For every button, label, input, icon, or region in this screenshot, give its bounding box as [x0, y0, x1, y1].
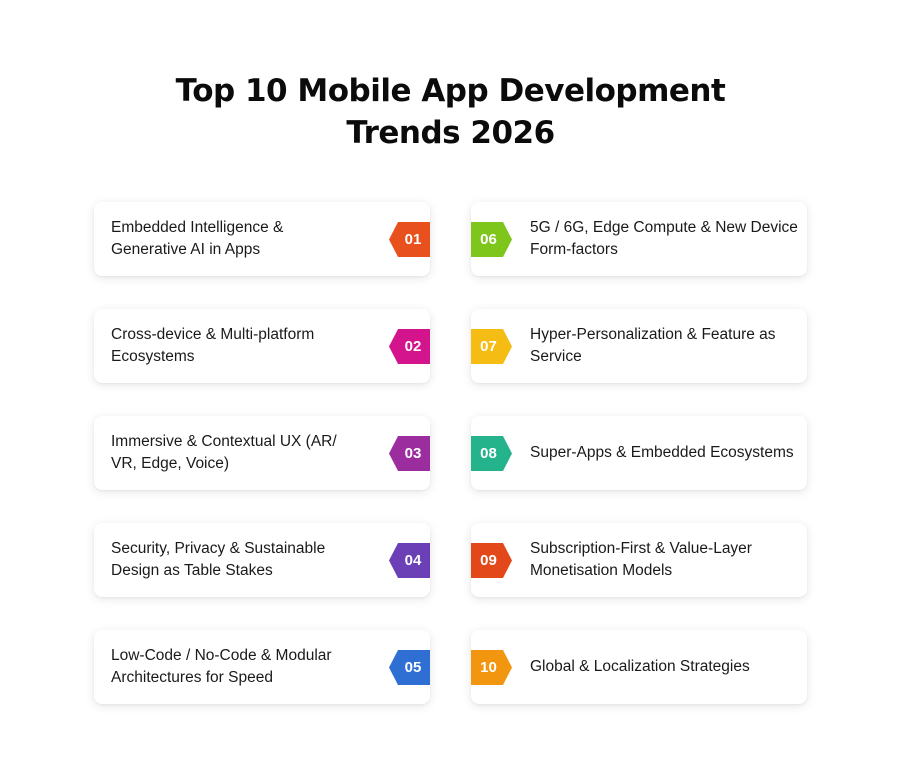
trend-card-04: Security, Privacy & Sustainable Design a… [94, 523, 430, 597]
trend-card-02-text: Cross-device & Multi-platform Ecosystems [111, 326, 315, 365]
trend-card-03: Immersive & Contextual UX (AR/ VR, Edge,… [94, 416, 430, 490]
trend-card-05-text: Low-Code / No-Code & Modular Architectur… [111, 647, 332, 686]
trend-card-08: 08 Super-Apps & Embedded Ecosystems [471, 416, 807, 490]
trend-card-10-badge: 10 [471, 650, 512, 685]
trend-card-04-text: Security, Privacy & Sustainable Design a… [111, 540, 326, 579]
trend-card-07: 07 Hyper-Personalization & Feature as Se… [471, 309, 807, 383]
trend-card-02-badge: 02 [389, 329, 430, 364]
trend-card-05-badge: 05 [389, 650, 430, 685]
trend-card-10: 10 Global & Localization Strategies [471, 630, 807, 704]
trend-card-05: Low-Code / No-Code & Modular Architectur… [94, 630, 430, 704]
trend-card-08-text: Super-Apps & Embedded Ecosystems [530, 444, 794, 461]
trend-card-06: 06 5G / 6G, Edge Compute & New Device Fo… [471, 202, 807, 276]
page-title-line-2: Trends 2026 [346, 115, 555, 151]
page-title-line-1: Top 10 Mobile App Development [175, 73, 726, 109]
trend-card-10-text: Global & Localization Strategies [530, 658, 750, 675]
trend-card-08-badge: 08 [471, 436, 512, 471]
page-title: Top 10 Mobile App Development Trends 202… [0, 70, 901, 154]
trend-card-03-text: Immersive & Contextual UX (AR/ VR, Edge,… [111, 433, 337, 472]
trend-card-09: 09 Subscription-First & Value-Layer Mone… [471, 523, 807, 597]
trend-card-09-text: Subscription-First & Value-Layer Monetis… [530, 540, 752, 579]
trend-card-06-text: 5G / 6G, Edge Compute & New Device Form-… [530, 219, 798, 258]
trend-card-02: Cross-device & Multi-platform Ecosystems… [94, 309, 430, 383]
trend-card-01: Embedded Intelligence & Generative AI in… [94, 202, 430, 276]
trend-card-06-badge: 06 [471, 222, 512, 257]
trend-card-07-text: Hyper-Personalization & Feature as Servi… [530, 326, 776, 365]
trend-card-01-badge: 01 [389, 222, 430, 257]
trend-card-01-text: Embedded Intelligence & Generative AI in… [111, 219, 284, 258]
trend-card-09-badge: 09 [471, 543, 512, 578]
trend-card-07-badge: 07 [471, 329, 512, 364]
trend-card-03-badge: 03 [389, 436, 430, 471]
trend-card-04-badge: 04 [389, 543, 430, 578]
